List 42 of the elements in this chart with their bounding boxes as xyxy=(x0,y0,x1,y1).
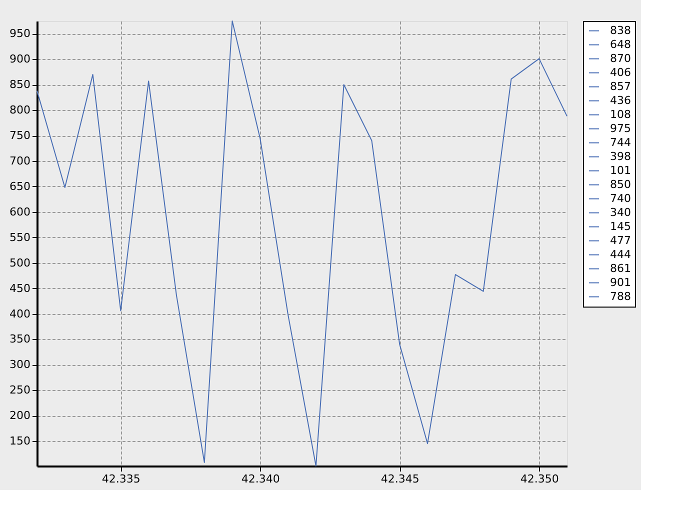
text: 975 xyxy=(610,122,631,135)
x-tick-label: 42.345 xyxy=(380,472,420,486)
text: 145 xyxy=(610,220,631,233)
text: 444 xyxy=(610,248,631,261)
text: 901 xyxy=(610,276,631,289)
y-tick-label: 700 xyxy=(10,154,30,168)
y-tick-label: 850 xyxy=(10,78,30,92)
text: 648 xyxy=(610,38,631,51)
y-tick-label: 550 xyxy=(10,230,30,244)
x-tick-label: 42.335 xyxy=(102,472,140,486)
text: 398 xyxy=(610,150,631,163)
y-tick-label: 200 xyxy=(10,409,30,422)
text: 406 xyxy=(610,66,631,79)
y-tick-label: 350 xyxy=(10,332,30,346)
y-tick-label: 650 xyxy=(10,180,30,193)
text: 101 xyxy=(610,164,631,177)
y-tick-label: 500 xyxy=(10,256,30,270)
y-tick-label: 900 xyxy=(10,52,30,66)
text: 850 xyxy=(610,178,631,191)
y-tick-label: 950 xyxy=(10,27,30,40)
y-tick-label: 750 xyxy=(10,129,30,142)
text: 838 xyxy=(610,24,631,37)
y-tick-label: 150 xyxy=(10,434,30,448)
text: 108 xyxy=(610,108,631,121)
text: 740 xyxy=(610,192,631,205)
text: 861 xyxy=(610,262,631,275)
x-tick-label: 42.340 xyxy=(241,472,280,486)
x-tick-label: 42.350 xyxy=(520,472,559,486)
text: 857 xyxy=(610,80,631,93)
text: 436 xyxy=(610,94,631,107)
y-tick-label: 250 xyxy=(10,384,30,397)
y-tick-label: 300 xyxy=(10,358,30,372)
text: 870 xyxy=(610,52,631,65)
text: 340 xyxy=(610,206,631,219)
text: 788 xyxy=(610,290,631,303)
text: 744 xyxy=(610,136,631,149)
y-tick-label: 450 xyxy=(10,282,30,295)
y-tick-label: 400 xyxy=(10,307,30,320)
y-tick-label: 600 xyxy=(10,205,30,218)
text: 477 xyxy=(610,234,631,247)
y-tick-label: 800 xyxy=(10,104,30,117)
line-series xyxy=(36,20,568,466)
